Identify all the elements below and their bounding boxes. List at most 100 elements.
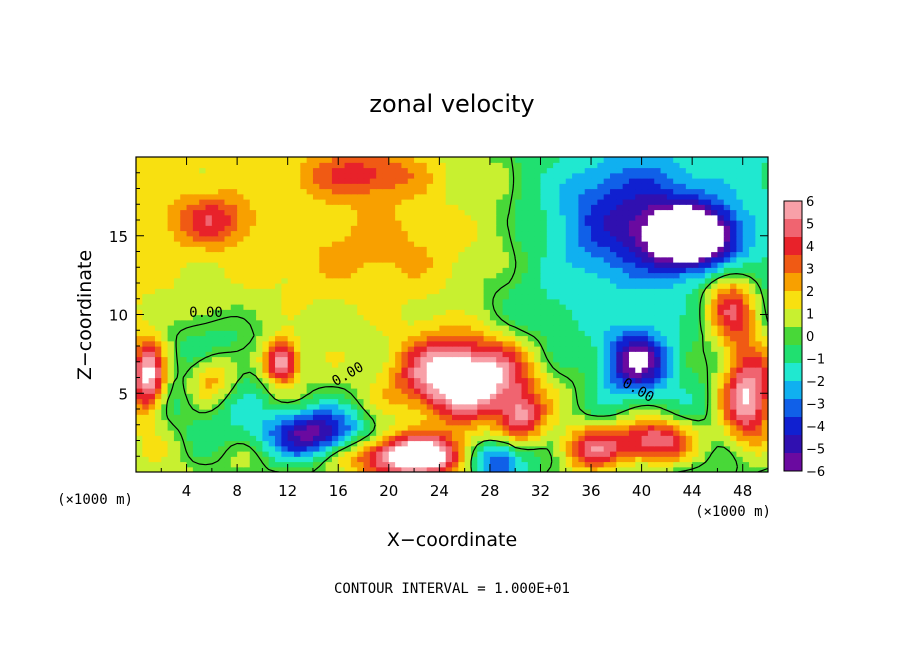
heatmap-cell [224, 309, 232, 316]
heatmap-cell [439, 430, 447, 436]
heatmap-cell [502, 382, 510, 389]
heatmap-cell [401, 372, 409, 379]
heatmap-cell [237, 241, 245, 247]
heatmap-cell [628, 314, 636, 321]
heatmap-cell [723, 235, 731, 242]
heatmap-cell [136, 251, 143, 258]
heatmap-cell [464, 393, 472, 400]
heatmap-cell [603, 256, 611, 263]
heatmap-cell [180, 241, 188, 247]
heatmap-cell [628, 241, 636, 247]
heatmap-cell [679, 277, 687, 284]
heatmap-cell [572, 309, 579, 316]
heatmap-cell [218, 309, 226, 316]
heatmap-cell [515, 256, 523, 263]
heatmap-cell [180, 309, 188, 316]
heatmap-cell [603, 241, 611, 247]
heatmap-cell [654, 414, 662, 421]
heatmap-cell [666, 419, 674, 426]
heatmap-cell [167, 435, 175, 442]
heatmap-cell [749, 388, 756, 394]
heatmap-cell [578, 346, 586, 352]
heatmap-cell [154, 388, 162, 394]
heatmap-cell [439, 235, 447, 242]
heatmap-cell [477, 403, 485, 410]
heatmap-cell [527, 319, 535, 326]
heatmap-cell [458, 398, 466, 405]
heatmap-cell [439, 424, 447, 431]
heatmap-cell [382, 309, 390, 316]
heatmap-cell [616, 293, 624, 300]
heatmap-cell [489, 309, 497, 316]
heatmap-cell [711, 314, 719, 321]
heatmap-cell [136, 277, 143, 284]
heatmap-cell [610, 409, 617, 415]
heatmap-cell [154, 361, 162, 368]
heatmap-cell [275, 288, 282, 295]
heatmap-cell [565, 393, 573, 400]
heatmap-cell [673, 256, 681, 263]
heatmap-cell [287, 298, 295, 305]
heatmap-cell [565, 288, 573, 295]
heatmap-cell [363, 225, 371, 232]
heatmap-cell [319, 288, 327, 295]
heatmap-cell [616, 256, 624, 263]
heatmap-cell [647, 419, 655, 426]
heatmap-cell [357, 272, 365, 279]
heatmap-cell [230, 304, 238, 310]
heatmap-cell [369, 288, 377, 295]
heatmap-cell [388, 241, 396, 247]
heatmap-cell [717, 414, 725, 421]
heatmap-cell [167, 356, 175, 363]
heatmap-cell [433, 246, 440, 253]
heatmap-cell [161, 272, 169, 279]
heatmap-cell [161, 461, 169, 468]
heatmap-cell [414, 325, 421, 331]
heatmap-cell [483, 382, 491, 389]
heatmap-cell [666, 398, 674, 405]
heatmap-cell [515, 419, 523, 426]
heatmap-cell [666, 293, 674, 300]
heatmap-cell [736, 398, 744, 405]
heatmap-cell [515, 246, 523, 253]
heatmap-cell [508, 367, 516, 373]
heatmap-cell [761, 393, 768, 400]
heatmap-cell [635, 388, 643, 394]
heatmap-cell [230, 319, 238, 326]
heatmap-cell [275, 283, 282, 289]
heatmap-cell [673, 235, 681, 242]
heatmap-cell [148, 267, 156, 274]
heatmap-cell [660, 398, 668, 405]
heatmap-cell [502, 309, 510, 316]
heatmap-cell [331, 330, 339, 337]
heatmap-cell [199, 293, 207, 300]
heatmap-cell [635, 262, 643, 268]
heatmap-cell [275, 419, 282, 426]
heatmap-cell [647, 367, 655, 373]
heatmap-cell [647, 251, 655, 258]
heatmap-cell [597, 461, 605, 468]
heatmap-cell [508, 388, 516, 394]
heatmap-cell [161, 445, 169, 452]
heatmap-cell [673, 414, 681, 421]
heatmap-cell [635, 445, 643, 452]
heatmap-cell [237, 361, 245, 368]
heatmap-cell [603, 466, 611, 472]
heatmap-cell [654, 220, 662, 226]
heatmap-cell [584, 361, 592, 368]
heatmap-cell [142, 382, 150, 389]
heatmap-cell [262, 340, 270, 347]
heatmap-cell [553, 335, 561, 342]
heatmap-cell [565, 293, 573, 300]
heatmap-cell [622, 409, 630, 415]
heatmap-cell [344, 451, 352, 457]
heatmap-cell [192, 272, 200, 279]
heatmap-cell [616, 325, 624, 331]
heatmap-cell [496, 262, 504, 268]
heatmap-cell [306, 461, 314, 468]
heatmap-cell [262, 288, 270, 295]
heatmap-cell [711, 330, 719, 337]
heatmap-cell [312, 283, 320, 289]
heatmap-cell [565, 340, 573, 347]
heatmap-cell [464, 356, 472, 363]
